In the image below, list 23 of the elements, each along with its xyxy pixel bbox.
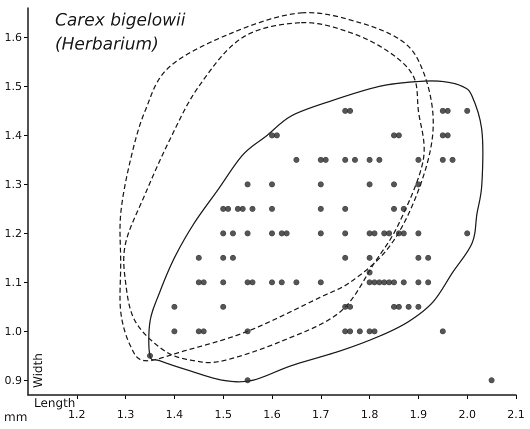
y-tick-label: 1.1 [4, 276, 22, 289]
chart-title: Carex bigelowii [55, 10, 186, 30]
x-tick-label: 1.3 [116, 408, 134, 421]
x-tick-label: 1.5 [214, 408, 232, 421]
text: (Herbarium) [55, 34, 159, 54]
x-tick-label: 1.4 [166, 408, 184, 421]
y-tick-label: 1.4 [4, 128, 22, 142]
x-axis-title: Length [34, 396, 76, 410]
x-tick-label: 1.6 [263, 408, 281, 421]
text: mm [4, 410, 28, 424]
y-tick-label: 0.9 [4, 374, 22, 387]
x-tick-label: 1.9 [410, 408, 428, 421]
y-tick-label: 1.6 [4, 30, 22, 44]
y-axis-title: Width [31, 353, 45, 388]
x-tick-label: 1.7 [312, 408, 330, 421]
y-tick-label: 1.3 [4, 178, 22, 191]
x-tick-label: 1.2 [68, 408, 86, 421]
x-tick-label: 2.0 [458, 408, 476, 421]
y-tick-label: 1.2 [4, 226, 22, 240]
y-tick-label: 1.0 [4, 324, 22, 338]
x-tick-label: 1.8 [360, 408, 378, 421]
y-tick-label: 1.5 [4, 80, 22, 93]
x-tick-label: 2.1 [507, 408, 525, 421]
